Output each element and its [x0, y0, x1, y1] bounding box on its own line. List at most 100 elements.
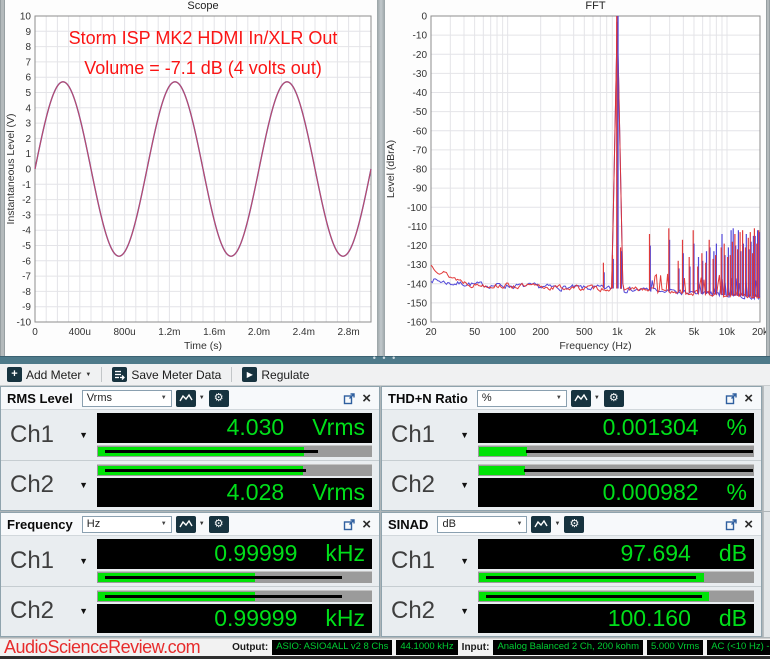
close-button[interactable]: × — [362, 389, 371, 407]
unit-selector[interactable]: dB ▼ — [437, 515, 528, 533]
chevron-down-icon: ▼ — [160, 395, 167, 401]
unit-selector[interactable]: Vrms ▼ — [81, 389, 172, 407]
vertical-splitter[interactable] — [377, 0, 385, 356]
svg-text:5k: 5k — [689, 327, 701, 338]
value-unit: dB — [718, 540, 747, 567]
horizontal-splitter[interactable]: • • • — [0, 353, 770, 364]
value-unit: kHz — [325, 540, 365, 567]
scope-panel: -10 -9 -8 -7 -6 -5 -4 -3 -2 -1 0 1 2 3 4 5 6 7 8 9 10 0 400u 80… — [5, 0, 377, 356]
level-bar-peak — [105, 575, 342, 579]
meter-header: SINAD dB ▼ ▼ ⚙ × — [382, 513, 761, 536]
svg-text:800u: 800u — [113, 327, 135, 338]
svg-text:0: 0 — [421, 12, 427, 23]
value-display: 0.001304 % — [478, 413, 754, 443]
svg-text:-10: -10 — [413, 31, 428, 42]
level-bar — [478, 463, 754, 476]
value-display: 100.160 dB — [478, 603, 754, 633]
channel-row-ch1: Ch1 ▼ 0.99999 kHz — [1, 536, 379, 587]
svg-text:6: 6 — [25, 73, 31, 84]
regulate-button[interactable]: ▶ Regulate — [239, 366, 312, 383]
popout-button[interactable] — [725, 518, 738, 531]
value-display: 0.000982 % — [478, 477, 754, 507]
channel-selector[interactable]: Ch2 ▼ — [1, 587, 97, 637]
svg-text:Instantaneous Level (V): Instantaneous Level (V) — [5, 114, 17, 225]
settings-button[interactable]: ⚙ — [603, 389, 624, 407]
meter-style-button[interactable] — [175, 389, 196, 407]
channel-readout: 0.001304 % — [478, 410, 761, 460]
svg-text:-30: -30 — [413, 69, 428, 80]
svg-text:FFT: FFT — [585, 0, 605, 12]
channel-name: Ch2 — [391, 471, 436, 499]
popout-button[interactable] — [343, 518, 356, 531]
meter-title: THD+N Ratio — [388, 390, 468, 406]
input-filter-badge: AC (<10 Hz) - 22.4 kHz — [707, 640, 770, 655]
close-button[interactable]: × — [744, 515, 753, 533]
meter-panel-frequency: Frequency Hz ▼ ▼ ⚙ × Ch1 ▼ 0.99999 kHz — [0, 512, 380, 637]
meter-panel-rms-level: RMS Level Vrms ▼ ▼ ⚙ × Ch1 ▼ 4.030 Vrms — [0, 386, 380, 511]
channel-selector[interactable]: Ch2 ▼ — [382, 461, 478, 511]
svg-text:-60: -60 — [413, 126, 428, 137]
unit-selector[interactable]: % ▼ — [476, 389, 567, 407]
toolbar-separator — [101, 367, 103, 382]
plus-icon: + — [7, 367, 22, 382]
svg-text:-110: -110 — [408, 222, 428, 233]
svg-text:-160: -160 — [407, 318, 427, 329]
chevron-down-icon: ▼ — [198, 395, 205, 401]
svg-text:5: 5 — [25, 88, 31, 99]
channel-selector[interactable]: Ch1 ▼ — [1, 410, 97, 460]
svg-text:9: 9 — [25, 27, 31, 38]
meter-header: Frequency Hz ▼ ▼ ⚙ × — [1, 513, 379, 536]
channel-name: Ch2 — [10, 471, 55, 499]
svg-text:1: 1 — [25, 149, 31, 160]
svg-text:2: 2 — [25, 134, 31, 145]
channel-selector[interactable]: Ch2 ▼ — [382, 587, 478, 637]
meter-style-button[interactable] — [175, 515, 196, 533]
right-edge-strip — [766, 0, 770, 356]
channel-selector[interactable]: Ch1 ▼ — [1, 536, 97, 586]
scrollbar-track[interactable] — [763, 512, 770, 637]
level-bar-peak — [523, 468, 753, 472]
meter-toolbar: + Add Meter ▼ Save Meter Data ▶ Regulate — [0, 364, 770, 386]
unit-selector[interactable]: Hz ▼ — [81, 515, 172, 533]
scrollbar-track[interactable] — [763, 386, 770, 511]
channel-selector[interactable]: Ch2 ▼ — [1, 461, 97, 511]
close-button[interactable]: × — [744, 389, 753, 407]
left-edge-strip — [0, 0, 5, 356]
level-bar — [97, 463, 372, 476]
window-bottom-edge — [0, 656, 770, 659]
channel-row-ch1: Ch1 ▼ 0.001304 % — [382, 410, 761, 461]
charts-region: -10 -9 -8 -7 -6 -5 -4 -3 -2 -1 0 1 2 3 4 5 6 7 8 9 10 0 400u 80… — [0, 0, 770, 356]
close-button[interactable]: × — [362, 515, 371, 533]
meter-style-button[interactable] — [531, 515, 552, 533]
status-bar: AudioScienceReview.com Output: ASIO: ASI… — [0, 637, 770, 657]
add-meter-button[interactable]: + Add Meter ▼ — [4, 366, 94, 383]
popout-button[interactable] — [725, 392, 738, 405]
splitter-grip-icon: • • • — [372, 353, 398, 363]
output-device-badge: ASIO: ASIO4ALL v2 8 Chs — [272, 640, 393, 655]
svg-text:1.2m: 1.2m — [158, 327, 180, 338]
play-icon: ▶ — [242, 367, 258, 382]
settings-button[interactable]: ⚙ — [208, 389, 229, 407]
level-bar-fill — [479, 465, 525, 475]
svg-text:-80: -80 — [413, 165, 428, 176]
svg-text:-5: -5 — [22, 241, 31, 252]
save-meter-data-button[interactable]: Save Meter Data — [109, 366, 224, 383]
chevron-down-icon: ▼ — [516, 521, 523, 527]
value-display: 0.99999 kHz — [97, 539, 372, 569]
settings-button[interactable]: ⚙ — [564, 515, 585, 533]
value-number: 0.99999 — [214, 604, 298, 631]
chevron-down-icon: ▼ — [79, 555, 88, 566]
channel-selector[interactable]: Ch1 ▼ — [382, 410, 478, 460]
settings-button[interactable]: ⚙ — [208, 515, 229, 533]
channel-selector[interactable]: Ch1 ▼ — [382, 536, 478, 586]
value-unit: dB — [718, 604, 747, 631]
value-number: 4.030 — [226, 414, 285, 441]
svg-text:2.4m: 2.4m — [293, 327, 315, 338]
meter-style-button[interactable] — [570, 389, 591, 407]
value-number: 0.001304 — [602, 414, 699, 441]
input-range-badge: 5.000 Vrms — [646, 640, 704, 655]
popout-button[interactable] — [343, 392, 356, 405]
svg-text:-10: -10 — [17, 318, 32, 329]
chevron-down-icon: ▼ — [85, 371, 92, 378]
svg-text:-90: -90 — [413, 184, 428, 195]
